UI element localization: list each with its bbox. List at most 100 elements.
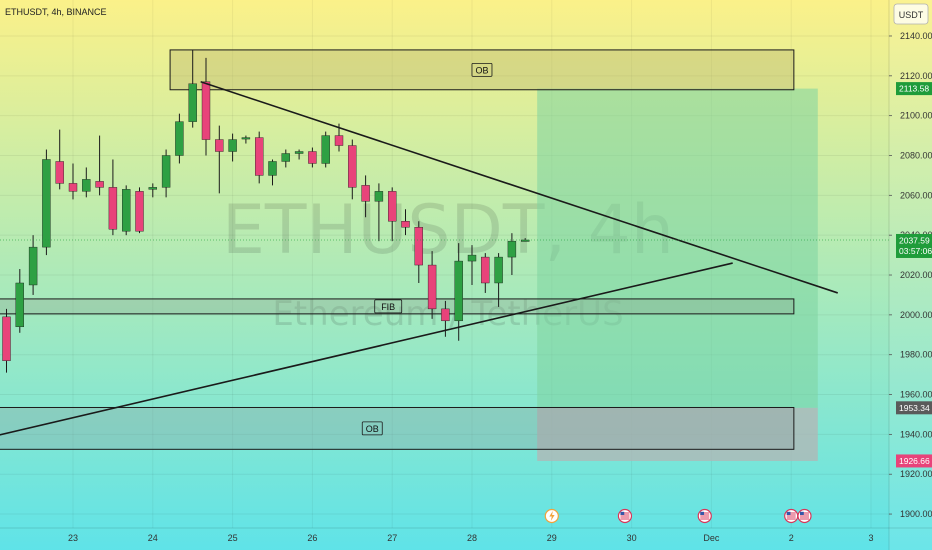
candles bbox=[2, 49, 530, 373]
zone-label-frame bbox=[374, 299, 403, 314]
us-flag-icon-stripe bbox=[700, 514, 710, 516]
trendline-resistance[interactable] bbox=[200, 81, 839, 294]
candle-body bbox=[348, 145, 357, 188]
currency-label[interactable]: USDT bbox=[893, 3, 929, 25]
y-tick-label: 2060.00 bbox=[900, 190, 932, 200]
trendlines[interactable] bbox=[0, 81, 839, 437]
us-flag-icon-stripe bbox=[786, 514, 796, 516]
candle-body bbox=[334, 135, 344, 146]
candle-body bbox=[161, 155, 171, 188]
candle-body bbox=[388, 191, 397, 222]
long-position-tool[interactable] bbox=[537, 88, 818, 461]
x-tick-label: 27 bbox=[387, 533, 397, 543]
us-flag-icon-circle bbox=[784, 508, 799, 524]
price-tag-background bbox=[896, 82, 932, 96]
candle-body bbox=[82, 179, 91, 192]
zone-box-fib[interactable] bbox=[0, 298, 795, 315]
us-flag-icon-stripe bbox=[620, 514, 630, 516]
us-flag-icon-stripe bbox=[700, 518, 710, 520]
us-flag-icon[interactable] bbox=[784, 508, 799, 524]
candle-body bbox=[68, 183, 78, 192]
trendline-support[interactable] bbox=[0, 262, 733, 436]
x-tick-label: 2 bbox=[789, 533, 794, 543]
y-tick-label: 1920.00 bbox=[900, 469, 932, 479]
zone-boxes[interactable]: OB FIB OB bbox=[0, 49, 795, 450]
zone-label: FIB bbox=[381, 302, 395, 312]
y-tick-label: 2100.00 bbox=[900, 111, 932, 121]
candle-body bbox=[42, 159, 51, 248]
candle-body bbox=[507, 240, 517, 258]
candle-body bbox=[494, 256, 503, 284]
y-tick-label: 2020.00 bbox=[900, 270, 932, 280]
x-tick-label: 30 bbox=[627, 533, 637, 543]
event-markers[interactable] bbox=[544, 508, 812, 524]
candle-body bbox=[294, 151, 304, 154]
us-flag-icon-stripe bbox=[700, 516, 710, 518]
symbol-title[interactable]: ETHUSDT, 4h, BINANCE bbox=[5, 7, 107, 17]
us-flag-icon-circle bbox=[697, 508, 712, 524]
zone-box-order-block[interactable] bbox=[0, 406, 795, 450]
us-flag-icon-stripe bbox=[786, 512, 796, 514]
y-tick-label: 2080.00 bbox=[900, 150, 932, 160]
price-tag-value: 1953.34 bbox=[899, 403, 930, 413]
candle-body bbox=[148, 187, 158, 190]
candle-body bbox=[108, 187, 118, 230]
us-flag-icon[interactable] bbox=[697, 508, 712, 524]
loss-zone[interactable] bbox=[537, 407, 818, 461]
us-flag-icon-stripe bbox=[786, 518, 796, 520]
us-flag-icon-stripe bbox=[620, 516, 630, 518]
x-tick-label: 28 bbox=[467, 533, 477, 543]
us-flag-icon-stripe bbox=[620, 518, 630, 520]
zone-label-frame bbox=[471, 62, 493, 77]
us-flag-icon-stripe bbox=[800, 514, 809, 516]
entry-price-tag: 1953.34 bbox=[896, 401, 932, 415]
candle-body bbox=[2, 316, 11, 361]
candle-body bbox=[135, 191, 144, 232]
zone-label-frame bbox=[361, 421, 383, 436]
us-flag-icon-stripe bbox=[800, 516, 809, 518]
zone-label: OB bbox=[475, 65, 488, 75]
price-tag-background bbox=[896, 454, 932, 468]
lightning-icon-bolt bbox=[549, 511, 555, 521]
x-tick-label: 3 bbox=[868, 533, 873, 543]
candle-body bbox=[241, 137, 251, 140]
us-flag-icon-stripe bbox=[800, 518, 809, 520]
candle-body bbox=[254, 137, 264, 176]
currency-text: USDT bbox=[899, 10, 924, 20]
candle-body bbox=[268, 161, 277, 176]
zone-box-order-block[interactable] bbox=[169, 49, 795, 91]
price-tag-countdown: 03:57:06 bbox=[899, 246, 932, 256]
candle-body bbox=[55, 161, 64, 184]
price-tag-value: 1926.66 bbox=[899, 456, 930, 466]
candle-body bbox=[321, 135, 330, 164]
us-flag-icon[interactable] bbox=[797, 508, 812, 524]
us-flag-icon[interactable] bbox=[617, 508, 633, 524]
us-flag-icon-circle bbox=[617, 508, 633, 524]
price-tag-value: 2113.58 bbox=[899, 84, 929, 94]
y-tick-label: 1940.00 bbox=[900, 429, 932, 439]
y-tick-label: 2000.00 bbox=[900, 310, 932, 320]
x-tick-label: 26 bbox=[307, 533, 317, 543]
profit-zone[interactable] bbox=[537, 88, 818, 408]
candle-body bbox=[188, 83, 197, 122]
candle-body bbox=[28, 246, 38, 286]
candle-body bbox=[308, 151, 317, 164]
candle-body bbox=[467, 254, 477, 262]
candle-body bbox=[454, 260, 463, 322]
us-flag-icon-circle bbox=[797, 508, 812, 524]
us-flag-icon-stripe bbox=[700, 512, 710, 514]
us-flag-icon-stripe bbox=[786, 516, 796, 518]
us-flag-icon-canton bbox=[620, 511, 625, 515]
us-flag-icon-stripe bbox=[620, 512, 630, 514]
take-profit-price-tag: 2113.58 bbox=[896, 82, 932, 96]
y-tick-label: 1980.00 bbox=[900, 350, 932, 360]
lightning-icon[interactable] bbox=[544, 508, 559, 524]
candle-body bbox=[95, 181, 104, 188]
chart-header: ETHUSDT, 4h, BINANCE bbox=[5, 7, 107, 17]
us-flag-icon-canton bbox=[786, 511, 791, 515]
us-flag-icon-canton bbox=[700, 511, 705, 515]
